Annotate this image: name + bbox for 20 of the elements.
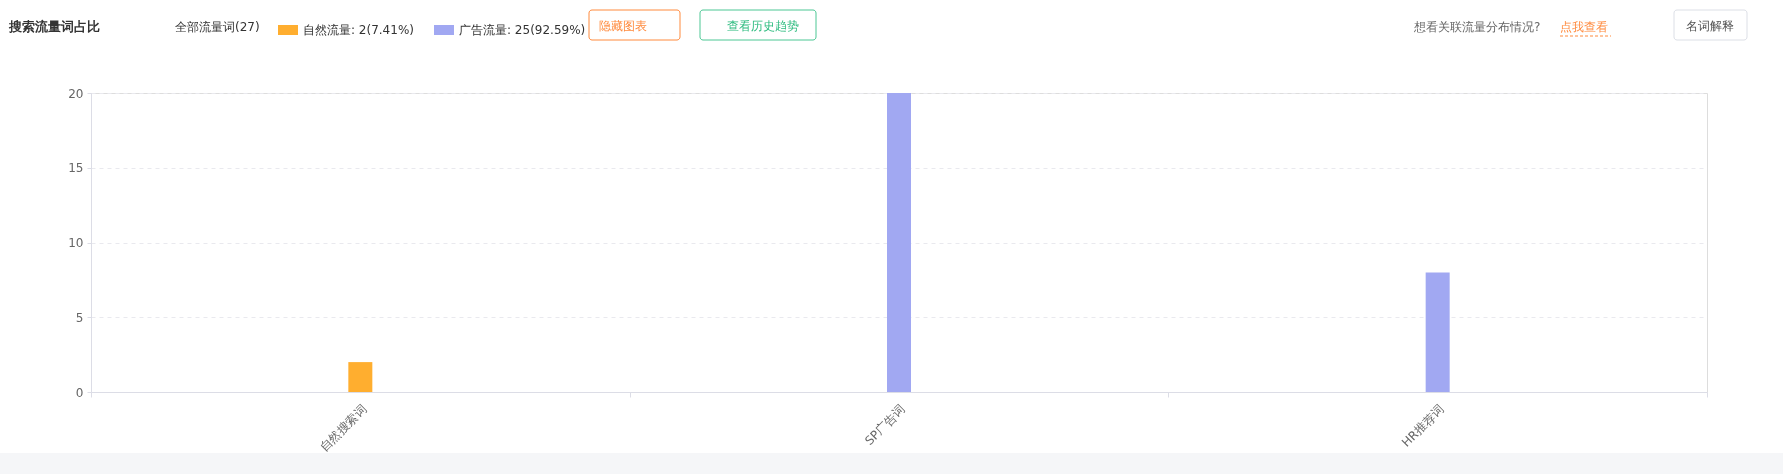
text: 查看历史趋势: [727, 19, 799, 33]
y-tick-label: 5: [75, 310, 84, 325]
text: 点我查看: [1560, 20, 1608, 34]
text: 想看关联流量分布情况?: [1413, 20, 1541, 34]
y-tick-label: 20: [68, 86, 84, 101]
x-tick-label: SP广告词: [862, 402, 908, 448]
y-tick-label: 15: [68, 161, 84, 176]
bar: [348, 362, 373, 392]
bar: [1425, 272, 1450, 392]
chart-title: 搜索流量词占比: [8, 19, 100, 34]
bar: [887, 93, 911, 392]
text: 全部流量词(27): [175, 20, 260, 34]
x-tick-label: HR推荐词: [1399, 402, 1447, 450]
legend-label: 广告流量: 25(92.59%): [459, 23, 586, 37]
x-tick-label: 自然搜索词: [316, 402, 370, 455]
text: 隐藏图表: [599, 19, 647, 33]
legend-label: 自然流量: 2(7.41%): [303, 23, 414, 37]
text: 名词解释: [1686, 19, 1734, 33]
y-tick-label: 0: [75, 385, 84, 400]
y-tick-label: 10: [68, 236, 84, 250]
